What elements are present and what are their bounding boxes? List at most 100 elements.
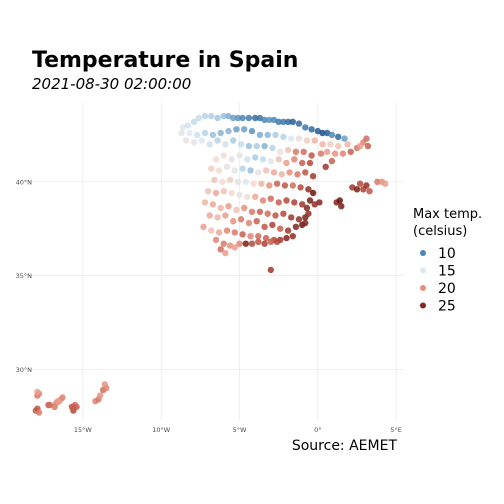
- station-point: [252, 114, 259, 122]
- station-point: [228, 189, 235, 197]
- station-point: [319, 129, 326, 137]
- station-point: [262, 234, 270, 242]
- station-point: [237, 216, 245, 223]
- station-point: [208, 112, 215, 120]
- station-point: [281, 182, 289, 189]
- station-point: [214, 137, 221, 144]
- station-point: [316, 199, 323, 206]
- station-point: [356, 180, 364, 187]
- station-point: [225, 203, 232, 210]
- station-point: [205, 188, 212, 195]
- station-point: [215, 167, 223, 174]
- station-point: [233, 206, 240, 214]
- station-point: [96, 392, 104, 399]
- station-point: [242, 178, 249, 185]
- station-point: [280, 210, 287, 217]
- station-point: [201, 199, 209, 206]
- station-point: [262, 167, 270, 174]
- station-point: [305, 186, 312, 193]
- station-point: [327, 141, 334, 148]
- station-point: [217, 246, 224, 253]
- station-point: [267, 157, 274, 165]
- station-point: [289, 118, 296, 126]
- station-point: [186, 129, 193, 137]
- x-tick-label: 15°W: [74, 426, 93, 434]
- grid-layer: [28, 103, 404, 420]
- station-point: [299, 159, 306, 167]
- y-tick-label: 35°N: [16, 272, 33, 280]
- station-point: [222, 249, 229, 257]
- station-point: [208, 165, 215, 172]
- station-point: [280, 118, 287, 126]
- station-point: [247, 167, 254, 174]
- station-point: [308, 126, 315, 133]
- station-point: [241, 126, 248, 133]
- station-point: [231, 244, 238, 251]
- station-point: [237, 141, 245, 148]
- legend-key: [420, 250, 426, 256]
- station-point: [295, 216, 303, 223]
- station-point: [59, 394, 66, 401]
- station-point: [250, 180, 257, 187]
- legend-title-line-2: (celsius): [413, 224, 467, 239]
- station-point: [284, 118, 292, 126]
- station-point: [222, 212, 229, 219]
- station-point: [356, 142, 364, 150]
- station-point: [209, 131, 217, 139]
- station-point: [311, 137, 318, 144]
- x-tick-label: 10°W: [152, 426, 171, 434]
- station-point: [212, 236, 220, 244]
- station-point: [261, 142, 268, 150]
- station-point: [302, 124, 309, 131]
- station-point: [206, 141, 213, 148]
- station-point: [244, 156, 251, 163]
- station-point: [347, 148, 354, 155]
- station-point: [239, 231, 246, 238]
- station-point: [220, 112, 227, 120]
- station-point: [255, 169, 262, 176]
- station-point: [248, 240, 256, 247]
- chart-caption: Source: AEMET: [292, 438, 398, 454]
- station-point: [300, 148, 307, 155]
- station-point: [248, 127, 256, 135]
- station-point: [261, 223, 268, 230]
- station-point: [198, 137, 206, 144]
- station-point: [291, 199, 298, 206]
- station-point: [220, 188, 227, 195]
- station-point: [252, 154, 259, 161]
- station-point: [283, 197, 290, 204]
- station-point: [220, 152, 227, 159]
- station-point: [275, 199, 282, 206]
- station-point: [289, 233, 296, 240]
- y-tick-label: 40°N: [16, 178, 33, 186]
- station-point: [230, 137, 237, 144]
- legend-label: 10: [438, 246, 456, 262]
- station-point: [253, 218, 260, 225]
- station-point: [267, 266, 274, 274]
- station-point: [209, 201, 217, 208]
- station-point: [101, 381, 109, 388]
- station-point: [239, 165, 246, 172]
- station-point: [374, 178, 381, 185]
- station-point: [190, 118, 198, 126]
- station-point: [230, 114, 237, 122]
- station-point: [217, 129, 224, 137]
- station-point: [382, 180, 389, 187]
- legend-label: 25: [438, 299, 456, 315]
- station-point: [217, 204, 224, 212]
- station-point: [272, 131, 279, 139]
- station-point: [317, 150, 325, 157]
- station-point: [277, 225, 284, 232]
- station-point: [283, 159, 290, 167]
- station-point: [305, 210, 312, 217]
- station-point: [295, 120, 303, 127]
- station-point: [280, 133, 287, 140]
- station-point: [253, 142, 260, 150]
- station-point: [236, 191, 243, 199]
- station-point: [201, 129, 209, 137]
- station-point: [267, 238, 274, 245]
- station-point: [294, 171, 301, 178]
- station-point: [54, 398, 61, 405]
- station-point: [324, 148, 331, 155]
- station-point: [292, 148, 300, 155]
